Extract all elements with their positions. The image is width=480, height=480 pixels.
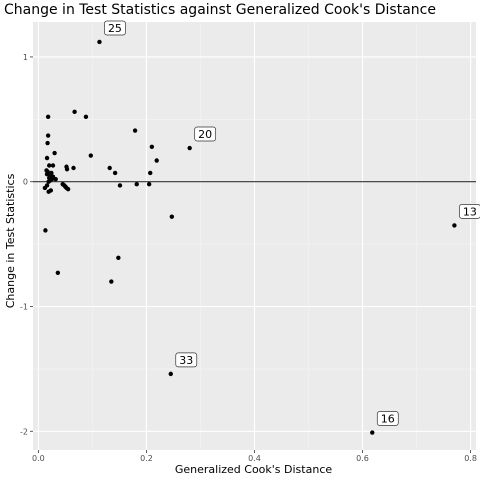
data-points xyxy=(42,39,457,435)
point-label-box xyxy=(459,204,480,219)
data-point xyxy=(45,114,51,120)
data-point xyxy=(53,177,58,182)
point-labels: 25 20 13 33 16 xyxy=(104,20,480,426)
chart-title: Change in Test Statistics against Genera… xyxy=(4,2,436,18)
y-axis-title: Change in Test Statistics xyxy=(4,173,17,308)
plot-panel xyxy=(33,22,476,450)
data-point xyxy=(46,179,51,184)
y-axis: -2 -1 0 1 xyxy=(20,53,33,436)
data-point xyxy=(45,133,51,138)
point-label-text: 16 xyxy=(381,413,395,426)
data-point xyxy=(45,140,50,146)
data-point xyxy=(148,170,153,176)
data-point xyxy=(149,144,155,149)
data-point xyxy=(168,371,173,377)
y-tick-label: 0 xyxy=(23,178,28,187)
data-point xyxy=(109,279,114,284)
data-point xyxy=(154,158,159,163)
x-axis-title: Generalized Cook's Distance xyxy=(175,463,333,476)
x-tick-label: 0.6 xyxy=(356,454,369,463)
data-point xyxy=(134,182,139,187)
point-label-box xyxy=(175,352,198,368)
data-point xyxy=(64,167,70,172)
y-tick-label: 1 xyxy=(23,53,28,62)
data-point xyxy=(187,145,192,151)
x-tick-label: 0.8 xyxy=(464,454,477,463)
data-point xyxy=(46,189,51,194)
point-label-box xyxy=(194,126,217,142)
point-label-box xyxy=(376,411,399,426)
data-point xyxy=(112,170,118,176)
point-label-text: 20 xyxy=(198,128,212,141)
y-tick-label: -1 xyxy=(20,303,28,312)
data-point xyxy=(43,228,48,233)
data-point xyxy=(370,430,375,435)
x-axis: 0.0 0.2 0.4 0.6 0.8 xyxy=(32,450,477,463)
data-point xyxy=(132,128,138,133)
data-point xyxy=(50,163,56,168)
data-point xyxy=(116,255,121,261)
data-point xyxy=(72,109,77,115)
data-point xyxy=(117,183,123,188)
data-point xyxy=(65,187,71,192)
data-point xyxy=(83,114,89,120)
x-tick-label: 0.4 xyxy=(248,454,261,463)
x-tick-label: 0.0 xyxy=(32,454,45,463)
data-point xyxy=(52,150,57,156)
data-point xyxy=(44,155,50,161)
data-point xyxy=(452,223,457,228)
data-point xyxy=(42,185,48,191)
data-point xyxy=(71,165,76,171)
point-label-text: 13 xyxy=(463,205,477,218)
x-tick-label: 0.2 xyxy=(140,454,153,463)
data-point xyxy=(88,153,94,158)
data-point xyxy=(169,214,175,219)
point-label-text: 25 xyxy=(108,22,122,35)
data-point xyxy=(47,163,52,168)
point-label-text: 33 xyxy=(179,354,193,367)
y-tick-label: -2 xyxy=(20,427,28,436)
data-point xyxy=(107,165,112,171)
data-point xyxy=(146,182,152,187)
data-point xyxy=(97,39,102,45)
point-label-box xyxy=(104,20,126,36)
data-point xyxy=(55,270,61,276)
